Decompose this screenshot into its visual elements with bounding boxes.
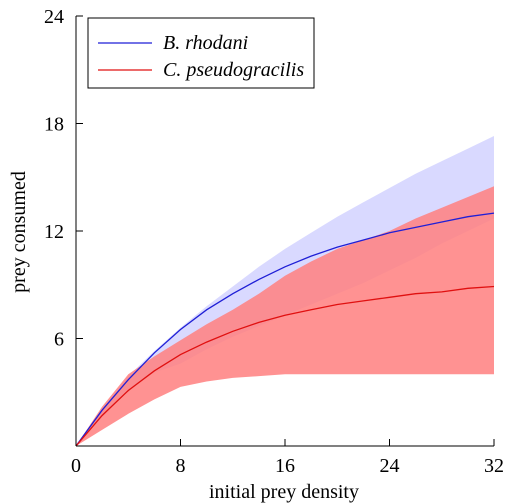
ci-band-c-pseudogracilis	[76, 186, 494, 446]
series-line-b-rhodani	[75, 212, 495, 447]
x-axis-title: initial prey density	[209, 481, 359, 503]
x-tick-label: 16	[275, 455, 295, 477]
series-line-c-pseudogracilis	[75, 285, 495, 447]
legend-label-c-pseudogracilis: C. pseudogracilis	[163, 59, 304, 81]
y-tick-label: 12	[44, 221, 64, 243]
x-tick-label: 0	[71, 455, 81, 477]
y-tick-label: 24	[44, 6, 64, 28]
series-lines	[75, 212, 495, 447]
x-tick-label: 32	[484, 455, 504, 477]
ticks: 0 8 16 24 32 6 12 18 24	[44, 6, 504, 477]
legend: B. rhodani C. pseudogracilis	[87, 17, 315, 89]
y-tick-label: 6	[54, 329, 64, 351]
legend-label-b-rhodani: B. rhodani	[163, 32, 248, 54]
x-tick-label: 8	[176, 455, 186, 477]
y-tick-label: 18	[44, 114, 64, 136]
confidence-bands	[76, 136, 494, 446]
x-tick-label: 24	[380, 455, 400, 477]
y-axis-title: prey consumed	[8, 171, 30, 293]
legend-box	[87, 17, 315, 89]
